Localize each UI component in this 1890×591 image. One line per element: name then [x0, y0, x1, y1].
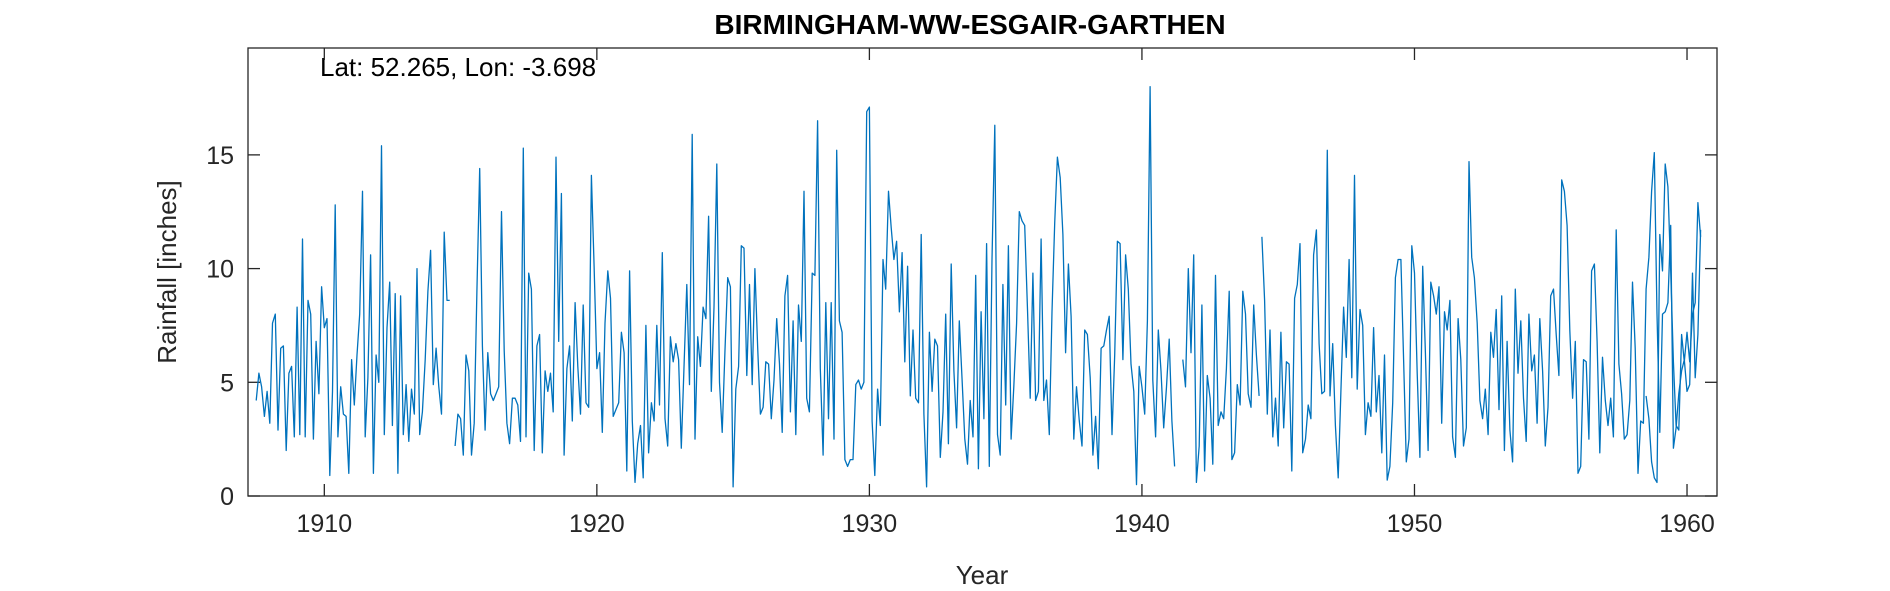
y-tick-label: 0 — [220, 483, 234, 511]
series-group — [255, 86, 1702, 488]
series-line — [1261, 149, 1702, 481]
chart-title: BIRMINGHAM-WW-ESGAIR-GARTHEN — [714, 9, 1225, 40]
location-annotation: Lat: 52.265, Lon: -3.698 — [320, 52, 596, 82]
plot-area-border — [247, 47, 1718, 497]
y-tick-label: 15 — [206, 142, 234, 170]
x-tick-label: 1960 — [1659, 510, 1715, 538]
y-tick-label: 10 — [206, 256, 234, 284]
x-tick-label: 1950 — [1387, 510, 1443, 538]
y-tick-label: 5 — [220, 369, 234, 397]
x-axis-label: Year — [956, 560, 1009, 590]
x-axis-ticks: 1910 1920 1930 1940 1950 1960 — [296, 48, 1715, 538]
series-line — [255, 145, 450, 477]
axes — [247, 47, 1718, 497]
series-line — [1182, 254, 1260, 484]
series-line — [454, 86, 1176, 488]
y-axis-ticks: 0 5 10 15 — [206, 142, 1717, 511]
x-tick-label: 1910 — [296, 510, 352, 538]
x-tick-label: 1920 — [569, 510, 625, 538]
y-axis-label: Rainfall [inches] — [152, 180, 182, 364]
x-tick-label: 1940 — [1114, 510, 1170, 538]
series-line — [1645, 163, 1702, 484]
x-tick-label: 1930 — [842, 510, 898, 538]
